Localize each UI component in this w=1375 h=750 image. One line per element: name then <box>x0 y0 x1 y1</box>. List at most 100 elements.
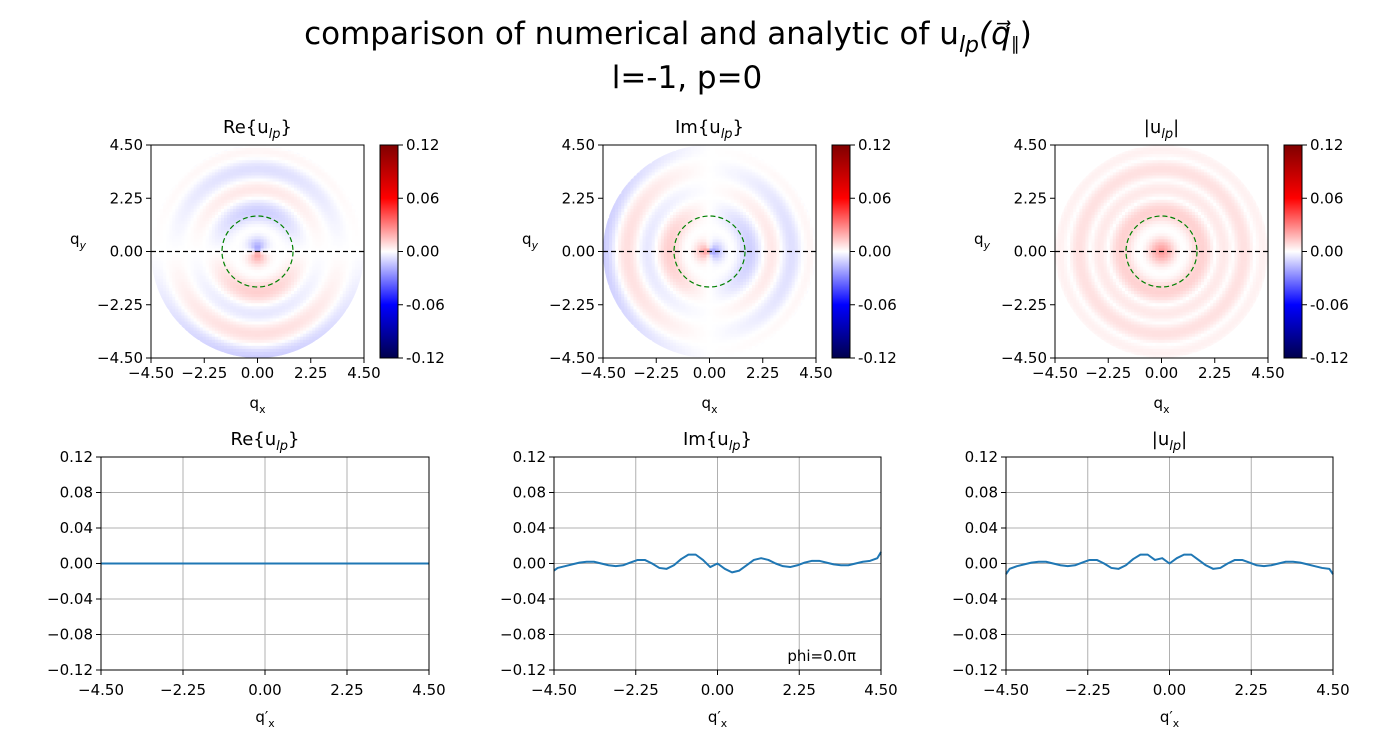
y-tick-label: −2.25 <box>549 296 595 314</box>
y-tick-label: 0.04 <box>513 519 546 537</box>
x-tick-label: 0.00 <box>248 681 281 699</box>
x-axis-label: q′x <box>708 708 728 730</box>
panel-title: Re{ulp} <box>223 117 292 142</box>
y-tick-label: −4.50 <box>1001 349 1047 367</box>
y-tick-label: −0.04 <box>952 590 998 608</box>
y-axis-label: qy <box>974 230 991 252</box>
colorbar-tick-label: 0.06 <box>406 189 439 207</box>
x-tick-label: 2.25 <box>783 681 816 699</box>
x-tick-label: −4.50 <box>580 364 626 382</box>
line-panel-re: −4.50 −2.25 0.00 2.25 4.50 −0.12 −0.08 −0.04 0.0… <box>47 429 446 730</box>
y-tick-label: 0.00 <box>562 243 595 261</box>
x-tick-label: 2.25 <box>294 364 327 382</box>
y-tick-label: −4.50 <box>97 349 143 367</box>
y-tick-label: −2.25 <box>97 296 143 314</box>
dashed-circle <box>221 215 294 288</box>
figure-subtitle: l=-1, p=0 <box>612 60 763 96</box>
x-tick-label: −2.25 <box>160 681 206 699</box>
y-tick-label: 0.00 <box>110 243 143 261</box>
y-tick-label: 2.25 <box>562 189 595 207</box>
x-tick-label: −2.25 <box>613 681 659 699</box>
y-tick-label: 0.08 <box>965 484 998 502</box>
x-tick-label: 2.25 <box>746 364 779 382</box>
y-tick-label: −0.04 <box>47 590 93 608</box>
colorbar <box>1283 144 1303 359</box>
phi-annotation: phi=0.0π <box>787 647 856 665</box>
y-tick-label: 0.12 <box>513 448 546 466</box>
line-panel-abs: −4.50 −2.25 0.00 2.25 4.50 −0.12 −0.08 −0.04 0.0… <box>952 429 1350 730</box>
x-tick-label: 0.00 <box>701 681 734 699</box>
dashed-circle <box>1125 215 1198 288</box>
colorbar-tick-label: 0.00 <box>1310 243 1343 261</box>
x-tick-label: 4.50 <box>1316 681 1349 699</box>
x-tick-label: −2.25 <box>1085 364 1131 382</box>
series-line <box>553 551 882 574</box>
x-tick-label: 2.25 <box>330 681 363 699</box>
colorbar-tick-label: -0.12 <box>858 349 897 367</box>
y-tick-label: 0.08 <box>60 484 93 502</box>
y-tick-label: −0.12 <box>500 661 546 679</box>
dashed-circle <box>673 215 746 288</box>
heatmap-panel-im: −4.50 −2.25 0.00 2.25 4.50 −4.50 −2.25 0.00 2.25… <box>522 117 897 416</box>
x-axis-label: q′x <box>255 708 275 730</box>
y-tick-label: −0.08 <box>47 626 93 644</box>
x-tick-label: 0.00 <box>693 364 726 382</box>
x-tick-label: −2.25 <box>1065 681 1111 699</box>
y-tick-label: 0.04 <box>60 519 93 537</box>
y-tick-label: −0.04 <box>500 590 546 608</box>
x-tick-label: 4.50 <box>412 681 445 699</box>
y-axis-label: qy <box>522 230 539 252</box>
y-tick-label: 0.08 <box>513 484 546 502</box>
x-axis-label: qx <box>250 394 267 416</box>
x-tick-label: 2.25 <box>1198 364 1231 382</box>
x-tick-label: −2.25 <box>633 364 679 382</box>
colorbar-tick-label: -0.06 <box>858 296 897 314</box>
y-tick-label: −0.12 <box>47 661 93 679</box>
x-tick-label: 2.25 <box>1235 681 1268 699</box>
heatmap-image <box>603 145 816 358</box>
colorbar-tick-label: 0.06 <box>1310 189 1343 207</box>
y-tick-label: −0.08 <box>500 626 546 644</box>
x-axis-label: q′x <box>1160 708 1180 730</box>
heatmap-image <box>151 145 364 358</box>
x-tick-label: −4.50 <box>1032 364 1078 382</box>
line-panel-im: −4.50 −2.25 0.00 2.25 4.50 −0.12 −0.08 −0.04 0.0… <box>500 429 898 730</box>
x-axis-label: qx <box>1154 394 1171 416</box>
x-tick-label: 0.00 <box>1153 681 1186 699</box>
y-tick-label: 2.25 <box>110 189 143 207</box>
x-tick-label: −4.50 <box>531 681 577 699</box>
colorbar-tick-label: 0.12 <box>1310 136 1343 154</box>
y-tick-label: 0.00 <box>60 555 93 573</box>
colorbar-tick-label: 0.00 <box>406 243 439 261</box>
colorbar-tick-label: -0.06 <box>1310 296 1349 314</box>
colorbar-tick-label: -0.06 <box>406 296 445 314</box>
panel-title: Re{ulp} <box>231 429 300 454</box>
panel-title: |ulp| <box>1152 429 1187 454</box>
y-tick-label: −0.12 <box>952 661 998 679</box>
y-tick-label: 4.50 <box>562 136 595 154</box>
heatmap-panel-re: −4.50 −2.25 0.00 2.25 4.50 −4.50 −2.25 0.00 2.25… <box>70 117 445 416</box>
x-tick-label: 4.50 <box>799 364 832 382</box>
y-tick-label: 0.00 <box>1014 243 1047 261</box>
x-tick-label: −2.25 <box>181 364 227 382</box>
panel-title: Im{ulp} <box>683 429 752 454</box>
y-tick-label: −0.08 <box>952 626 998 644</box>
colorbar-tick-label: 0.06 <box>858 189 891 207</box>
heatmap-panel-abs: −4.50 −2.25 0.00 2.25 4.50 −4.50 −2.25 0.00 2.25… <box>974 117 1349 416</box>
figure-title: comparison of numerical and analytic of … <box>304 16 1032 58</box>
panel-title: |ulp| <box>1144 117 1179 142</box>
colorbar-tick-label: 0.00 <box>858 243 891 261</box>
panel-title: Im{ulp} <box>675 117 744 142</box>
series-line <box>1005 553 1334 575</box>
y-tick-label: −2.25 <box>1001 296 1047 314</box>
y-tick-label: 0.12 <box>965 448 998 466</box>
x-axis-label: qx <box>702 394 719 416</box>
x-tick-label: 4.50 <box>347 364 380 382</box>
x-tick-label: 0.00 <box>241 364 274 382</box>
x-tick-label: −4.50 <box>78 681 124 699</box>
x-tick-label: −4.50 <box>128 364 174 382</box>
colorbar <box>379 144 399 359</box>
colorbar-tick-label: -0.12 <box>1310 349 1349 367</box>
colorbar-tick-label: 0.12 <box>406 136 439 154</box>
